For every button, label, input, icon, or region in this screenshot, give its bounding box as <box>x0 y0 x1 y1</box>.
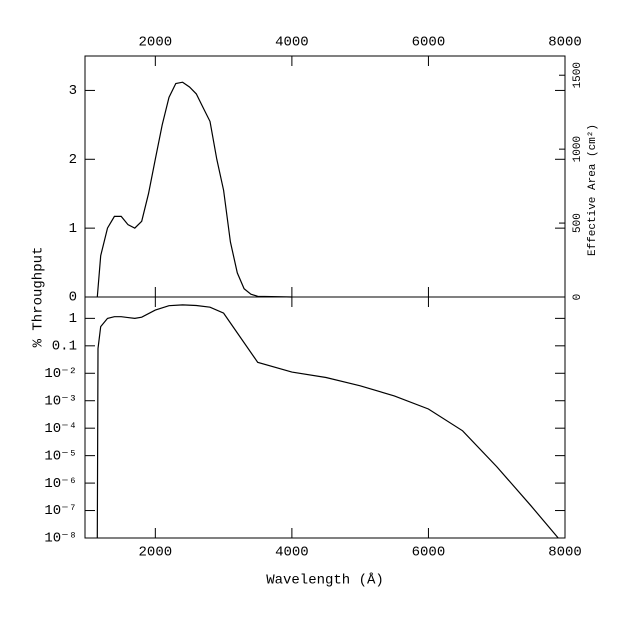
y-tick-label: 1 <box>69 311 77 327</box>
x-tick-label: 2000 <box>139 545 173 561</box>
y-tick-label: 10⁻⁶ <box>44 476 77 492</box>
y-tick-label: 2 <box>69 152 77 168</box>
throughput-line <box>96 304 559 539</box>
throughput-line <box>96 81 292 298</box>
y-tick-label: 10⁻⁵ <box>44 448 77 464</box>
x-tick-label: 8000 <box>548 35 582 51</box>
y-tick-label: 10⁻² <box>44 366 77 382</box>
x-axis-label: Wavelength (Å) <box>266 572 384 589</box>
y-tick-label: 0.1 <box>52 339 77 355</box>
x-tick-label: 6000 <box>412 35 446 51</box>
y2-tick-label: 1000 <box>572 136 584 162</box>
x-tick-label: 2000 <box>139 35 173 51</box>
y2-tick-label: 1500 <box>572 62 584 88</box>
y2-axis-label: Effective Area (cm²) <box>587 124 599 256</box>
x-tick-label: 6000 <box>412 545 446 561</box>
y-tick-label: 10⁻³ <box>44 393 77 409</box>
x-tick-label: 8000 <box>548 545 582 561</box>
y-tick-label: 10⁻⁴ <box>44 421 77 437</box>
y2-tick-label: 0 <box>572 294 584 301</box>
y-tick-label: 1 <box>69 221 77 237</box>
y2-tick-label: 500 <box>572 213 584 233</box>
y-tick-label: 10⁻⁸ <box>44 531 77 547</box>
x-tick-label: 4000 <box>275 35 309 51</box>
x-tick-label: 4000 <box>275 545 309 561</box>
y-tick-label: 10⁻⁷ <box>44 503 77 519</box>
y-tick-label: 0 <box>69 290 77 306</box>
y-tick-label: 3 <box>69 83 77 99</box>
y-axis-label: % Throughput <box>31 247 47 348</box>
